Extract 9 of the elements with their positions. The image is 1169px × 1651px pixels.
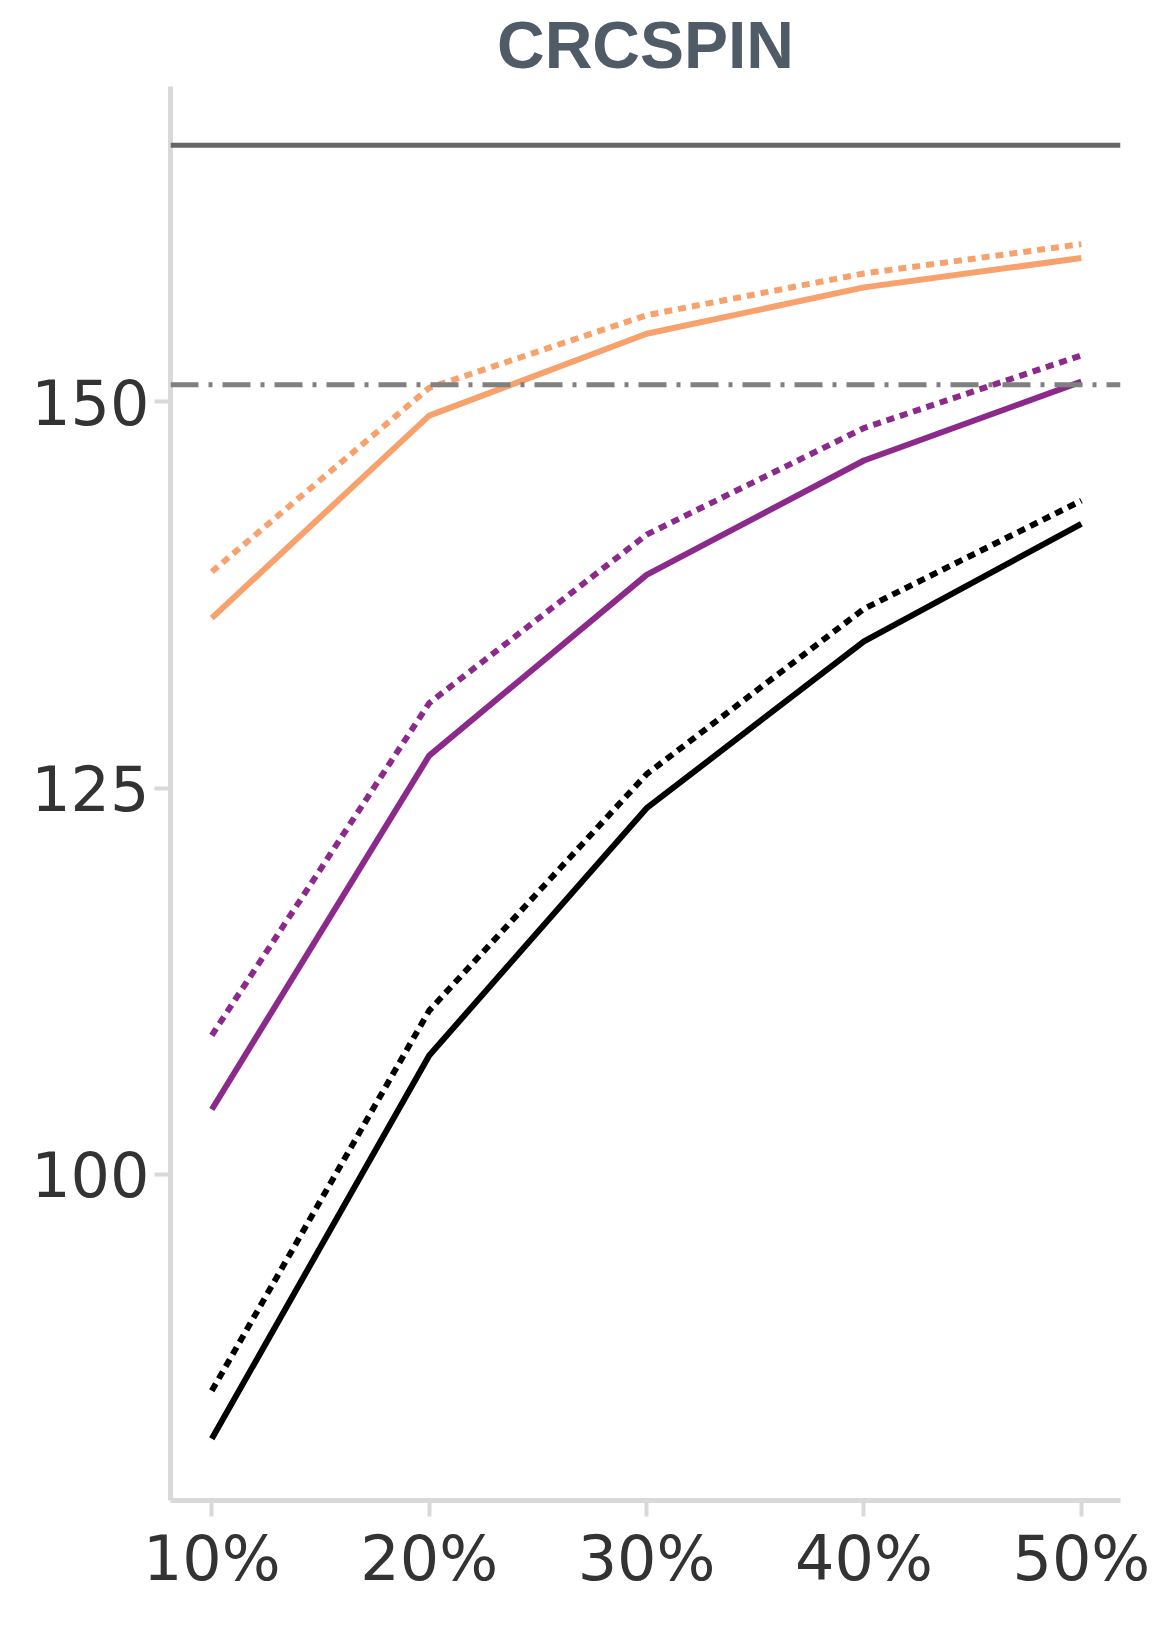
x-tick-label: 20%	[360, 1521, 499, 1595]
chart-title: CRCSPIN	[496, 7, 795, 82]
x-tick-label: 40%	[795, 1521, 933, 1595]
y-tick-label: 100	[31, 1139, 150, 1213]
y-tick-label: 125	[31, 753, 150, 827]
x-tick-label: 10%	[142, 1521, 281, 1595]
y-tick-label: 150	[31, 366, 150, 440]
x-tick-label: 50%	[1012, 1521, 1151, 1595]
x-tick-label: 30%	[577, 1521, 716, 1595]
